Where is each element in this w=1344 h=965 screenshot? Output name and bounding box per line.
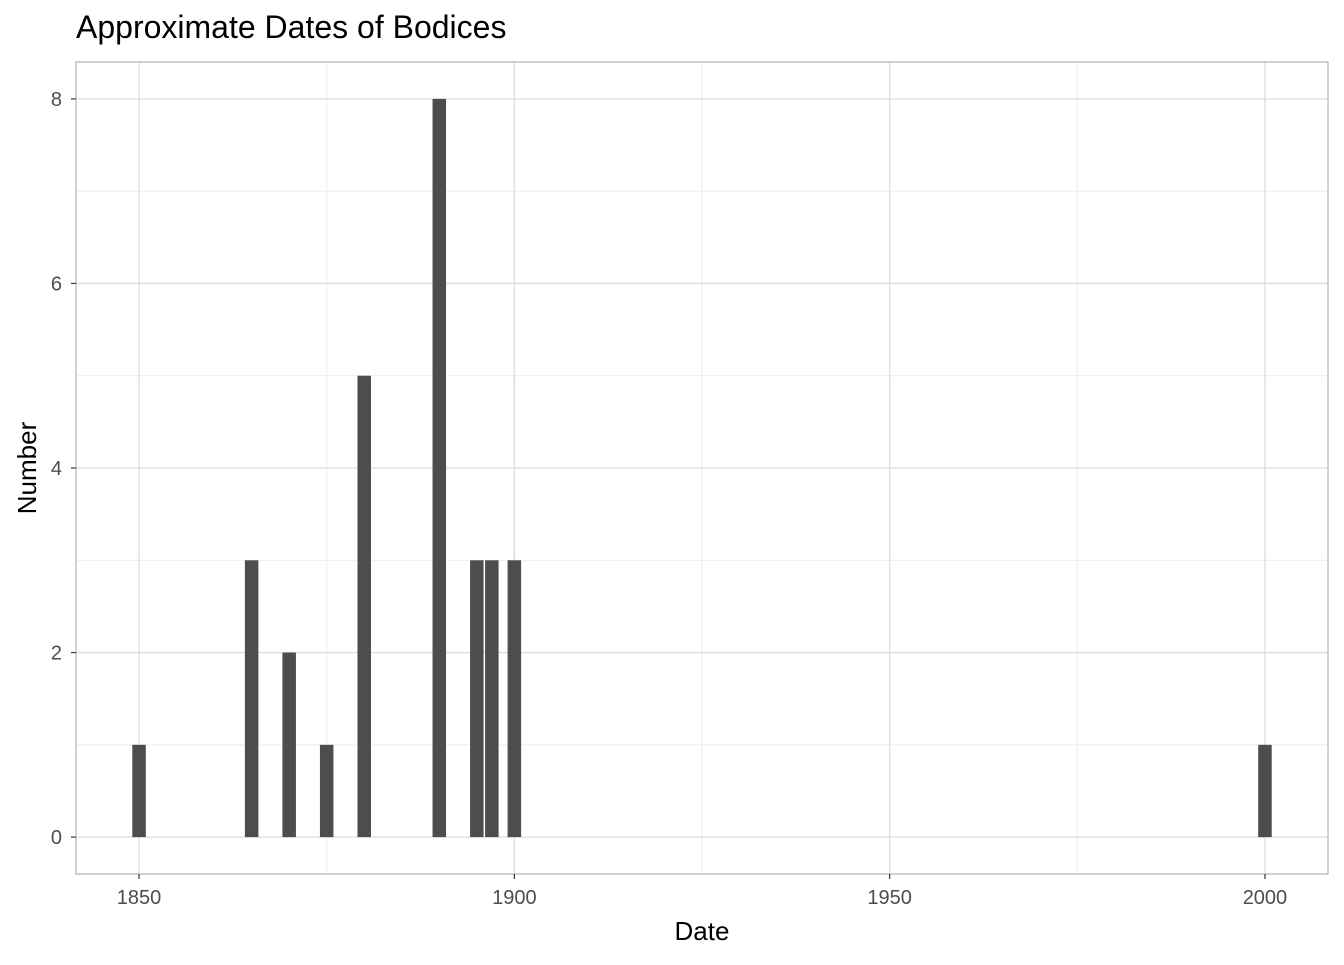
x-tick-label: 1900 (492, 887, 537, 909)
x-tick-label: 2000 (1243, 887, 1288, 909)
bar (470, 560, 484, 838)
y-tick-label: 0 (51, 827, 62, 849)
bar (432, 98, 447, 838)
y-axis-title: Number (12, 421, 42, 514)
bar (319, 744, 334, 838)
bar (244, 560, 259, 838)
grid-layer (76, 62, 1328, 874)
y-tick-label: 4 (51, 458, 62, 480)
chart-title: Approximate Dates of Bodices (76, 9, 506, 45)
bar (485, 560, 499, 838)
y-tick-label: 6 (51, 273, 62, 295)
bar (507, 560, 522, 838)
bar (1258, 744, 1272, 838)
x-axis-title: Date (675, 916, 730, 946)
bar (357, 375, 371, 838)
bars-layer (132, 98, 1272, 838)
ticks-layer: 1850 1900 1950 2000 0 2 4 6 8 (51, 89, 1287, 909)
y-tick-label: 2 (51, 643, 62, 665)
y-tick-label: 8 (51, 89, 62, 111)
x-tick-label: 1850 (117, 887, 162, 909)
x-tick-label: 1950 (867, 887, 912, 909)
bar (132, 744, 146, 838)
bar (282, 652, 296, 838)
